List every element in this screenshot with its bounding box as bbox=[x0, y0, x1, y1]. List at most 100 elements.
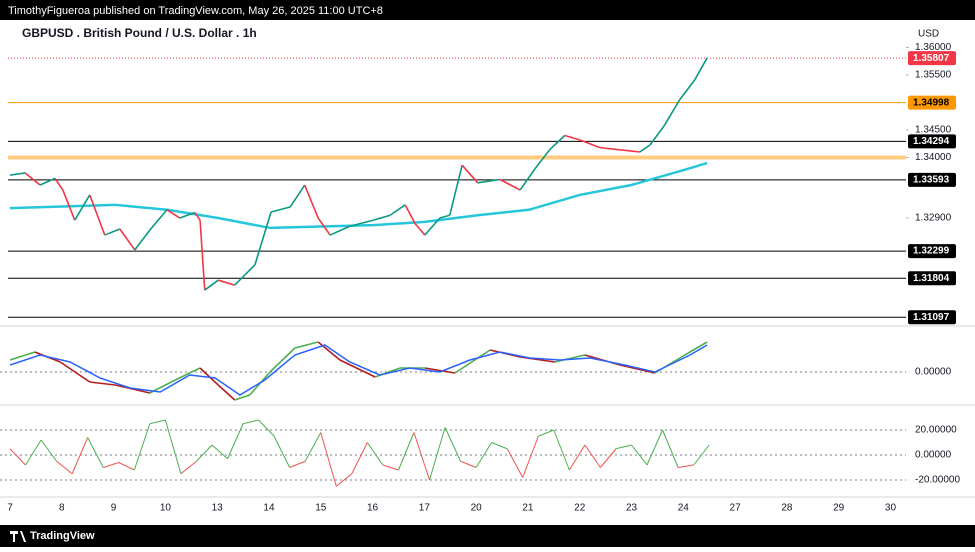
line-segment bbox=[164, 419, 182, 474]
line-segment bbox=[217, 384, 236, 401]
line-segment bbox=[389, 204, 406, 216]
y-tick-label: 1.36000 bbox=[915, 42, 952, 53]
x-tick-label: 24 bbox=[678, 503, 690, 514]
line-segment bbox=[234, 394, 251, 401]
y-tick-label: 20.00000 bbox=[915, 425, 957, 436]
currency: USD bbox=[918, 29, 939, 40]
line-segment bbox=[303, 184, 319, 219]
line-segment bbox=[639, 144, 651, 153]
line-segment bbox=[662, 429, 679, 468]
line-segment bbox=[553, 429, 570, 471]
line-segment bbox=[429, 427, 446, 481]
line-segment bbox=[118, 462, 135, 471]
line-segment bbox=[24, 172, 41, 186]
line-segment bbox=[269, 347, 296, 373]
line-segment bbox=[448, 165, 463, 216]
line-segment bbox=[554, 354, 586, 363]
line-segment bbox=[646, 429, 664, 466]
line-segment bbox=[499, 178, 521, 191]
line-segment bbox=[289, 184, 306, 208]
line-segment bbox=[600, 448, 617, 468]
line-segment bbox=[351, 442, 368, 474]
line-segment bbox=[584, 444, 601, 468]
line-segment bbox=[134, 229, 151, 251]
line-segment bbox=[404, 204, 416, 224]
line-segment bbox=[663, 99, 681, 126]
line-segment bbox=[294, 341, 319, 349]
line-segment bbox=[9, 172, 26, 176]
line-segment bbox=[317, 217, 331, 236]
line-segment bbox=[549, 134, 566, 151]
line-segment bbox=[693, 444, 710, 466]
line-segment bbox=[678, 464, 694, 468]
price-label: 1.33593 bbox=[913, 175, 950, 186]
line-segment bbox=[564, 134, 580, 141]
line-segment bbox=[366, 442, 384, 466]
price-label-box bbox=[908, 134, 956, 149]
y-tick-label: 0.00000 bbox=[915, 450, 952, 461]
line-segment bbox=[104, 228, 121, 236]
x-tick-label: 17 bbox=[419, 503, 431, 514]
brand: TradingView bbox=[30, 530, 95, 542]
line-segment bbox=[59, 361, 91, 383]
y-tick-label: 1.32900 bbox=[915, 213, 952, 224]
line bbox=[9, 161, 708, 230]
line-segment bbox=[538, 429, 555, 437]
line-segment bbox=[289, 460, 306, 468]
bottom-bar bbox=[0, 525, 975, 547]
line-segment bbox=[304, 432, 322, 462]
line-segment bbox=[335, 473, 353, 487]
line-segment bbox=[534, 149, 551, 170]
line-segment bbox=[339, 359, 376, 378]
line-segment bbox=[194, 212, 201, 221]
line-segment bbox=[631, 444, 648, 466]
line-segment bbox=[179, 211, 196, 219]
line-segment bbox=[273, 436, 291, 468]
y-tick-label: 0.00000 bbox=[915, 367, 952, 378]
line-segment bbox=[25, 439, 42, 466]
line-segment bbox=[439, 214, 450, 219]
y-tick-label: -20.00000 bbox=[915, 475, 960, 486]
line-segment bbox=[40, 439, 58, 462]
x-tick-label: 23 bbox=[626, 503, 638, 514]
line-segment bbox=[679, 79, 696, 101]
x-tick-label: 30 bbox=[885, 503, 897, 514]
line-segment bbox=[204, 279, 219, 291]
x-tick-label: 28 bbox=[781, 503, 793, 514]
line-segment bbox=[579, 139, 601, 149]
line-segment bbox=[9, 351, 36, 361]
line-segment bbox=[199, 220, 206, 291]
line-segment bbox=[477, 178, 501, 184]
line-segment bbox=[9, 448, 26, 466]
line-segment bbox=[317, 341, 341, 361]
price-label-box bbox=[908, 310, 956, 325]
line-segment bbox=[227, 423, 244, 459]
price-label: 1.34294 bbox=[913, 136, 950, 147]
x-tick-label: 9 bbox=[111, 503, 117, 514]
line-segment bbox=[475, 442, 493, 468]
line-segment bbox=[424, 217, 441, 236]
line-segment bbox=[519, 168, 536, 191]
line-segment bbox=[684, 341, 708, 356]
line-segment bbox=[39, 177, 56, 186]
price-label: 1.35807 bbox=[913, 53, 950, 64]
logo bbox=[10, 531, 26, 542]
line-segment bbox=[234, 264, 256, 286]
price-label-box bbox=[908, 271, 956, 286]
line-segment bbox=[568, 444, 586, 471]
line-segment bbox=[174, 367, 201, 381]
price-label-box bbox=[908, 172, 956, 187]
y-tick-label: 1.34000 bbox=[915, 152, 952, 163]
x-tick-label: 15 bbox=[315, 503, 327, 514]
line bbox=[9, 344, 708, 396]
line-segment bbox=[87, 437, 104, 468]
line-segment bbox=[460, 460, 477, 468]
line-segment bbox=[89, 381, 116, 386]
x-tick-label: 21 bbox=[522, 503, 534, 514]
line-segment bbox=[133, 423, 151, 471]
line-segment bbox=[242, 419, 259, 425]
price-label: 1.34998 bbox=[913, 97, 950, 108]
x-tick-label: 16 bbox=[367, 503, 379, 514]
